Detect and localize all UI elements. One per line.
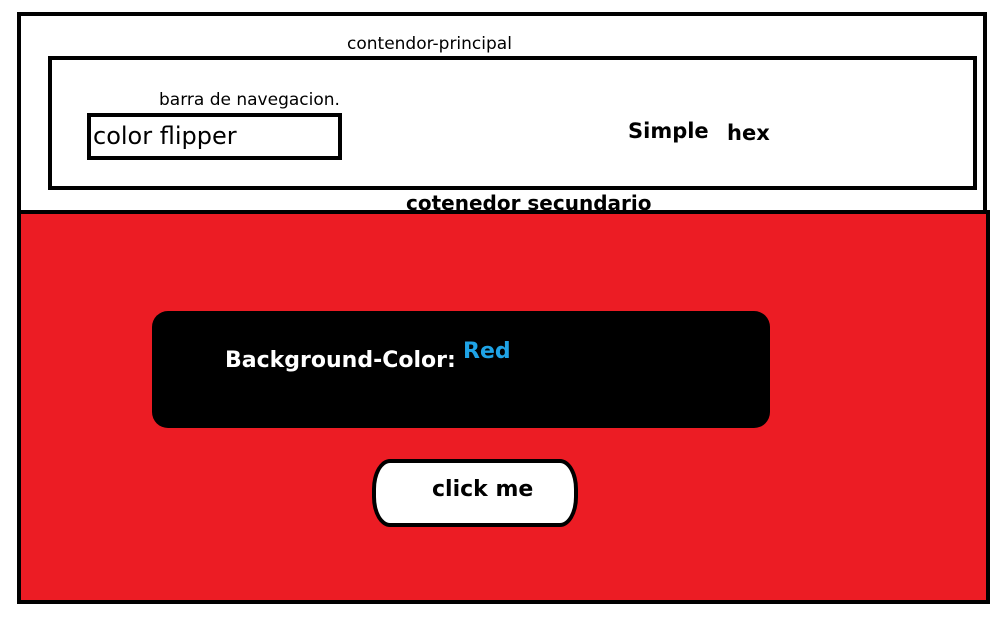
click-me-button[interactable]: [372, 459, 578, 527]
nav-link-simple[interactable]: Simple: [628, 119, 709, 143]
nav-link-hex[interactable]: hex: [727, 121, 770, 145]
main-container-label: contendor-principal: [347, 34, 512, 54]
color-info-panel: [152, 311, 770, 428]
navbar-label: barra de navegacion.: [159, 90, 340, 110]
brand-box[interactable]: [87, 113, 342, 160]
background-color-value: Red: [463, 339, 511, 364]
secondary-container-label: cotenedor secundario: [406, 191, 652, 212]
background-color-label: Background-Color:: [225, 348, 456, 373]
brand-title[interactable]: color flipper: [93, 122, 237, 150]
